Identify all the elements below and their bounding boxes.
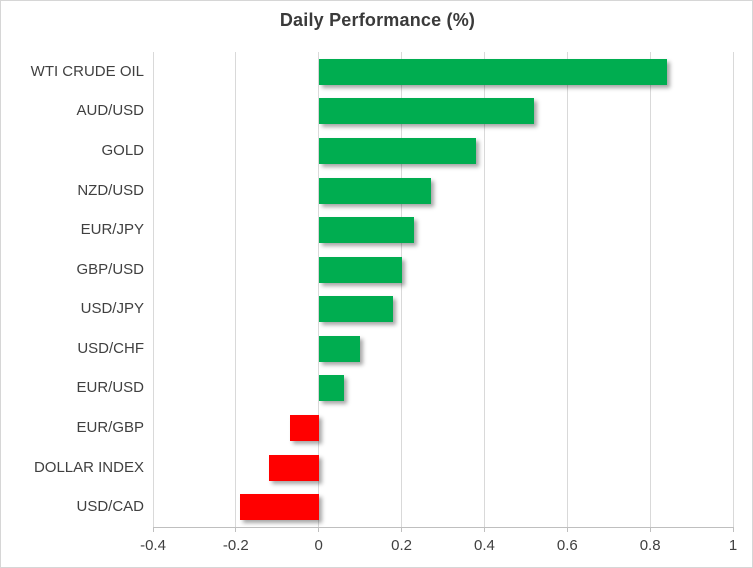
bar-nzd-usd [318,177,431,204]
gridline--0.2 [235,52,237,527]
gridline-0.4 [483,52,485,527]
y-label-usd-chf: USD/CHF [77,339,144,357]
x-axis-labels: -0.4 -0.2 0 0.2 0.4 0.6 0.8 1 [1,537,752,557]
gridline-0.2 [401,52,403,527]
y-label-wti-crude-oil: WTI CRUDE OIL [30,62,144,80]
gridline-1 [732,52,734,527]
tick-mark-0 [318,527,320,532]
bar-eur-usd [318,375,344,402]
y-axis-labels: WTI CRUDE OIL AUD/USD GOLD NZD/USD EUR/JPY GB… [1,52,144,527]
bar-gold [318,137,477,164]
bar-usd-jpy [318,296,394,323]
tick-mark-1 [732,527,734,532]
x-tick-label-0: 0 [314,537,323,554]
y-label-nzd-usd: NZD/USD [77,181,144,199]
tick-mark-0.4 [483,527,485,532]
bar-gbp-usd [318,256,402,283]
bar-eur-gbp [289,415,319,442]
x-tick-label-0.2: 0.2 [391,537,412,554]
y-label-eur-jpy: EUR/JPY [80,221,144,239]
x-tick-label-0.4: 0.4 [473,537,495,554]
gridline--0.4 [152,52,154,527]
x-axis-line [153,527,734,528]
tick-mark--0.2 [235,527,237,532]
bar-aud-usd [318,98,535,125]
gridline-0.6 [566,52,568,527]
bar-wti-crude-oil [318,58,667,85]
bar-dollar-index [269,454,319,481]
x-tick-label-0.6: 0.6 [556,537,578,554]
tick-mark-0.6 [566,527,568,532]
gridline-0 [318,52,320,527]
x-tick-label--0.2: -0.2 [222,537,249,554]
y-label-usd-cad: USD/CAD [76,498,144,516]
x-tick-label-1: 1 [728,537,738,554]
tick-mark-0.8 [649,527,651,532]
x-tick-label--0.4: -0.4 [140,537,166,554]
bar-eur-jpy [318,217,414,244]
tick-mark-0.2 [401,527,403,532]
bar-usd-cad [240,494,319,521]
y-label-dollar-index: DOLLAR INDEX [33,458,144,476]
tick-mark--0.4 [152,527,154,532]
gridline-0.8 [649,52,651,527]
y-label-eur-gbp: EUR/GBP [76,419,144,437]
y-label-gbp-usd: GBP/USD [76,260,144,278]
y-label-usd-jpy: USD/JPY [80,300,144,318]
chart-title: Daily Performance (%) [279,10,476,30]
x-tick-label-0.8: 0.8 [639,537,661,554]
plot-area [152,52,734,527]
bar-usd-chf [318,335,361,362]
y-label-gold: GOLD [101,141,144,159]
y-label-eur-usd: EUR/USD [76,379,144,397]
y-label-aud-usd: AUD/USD [76,102,144,120]
